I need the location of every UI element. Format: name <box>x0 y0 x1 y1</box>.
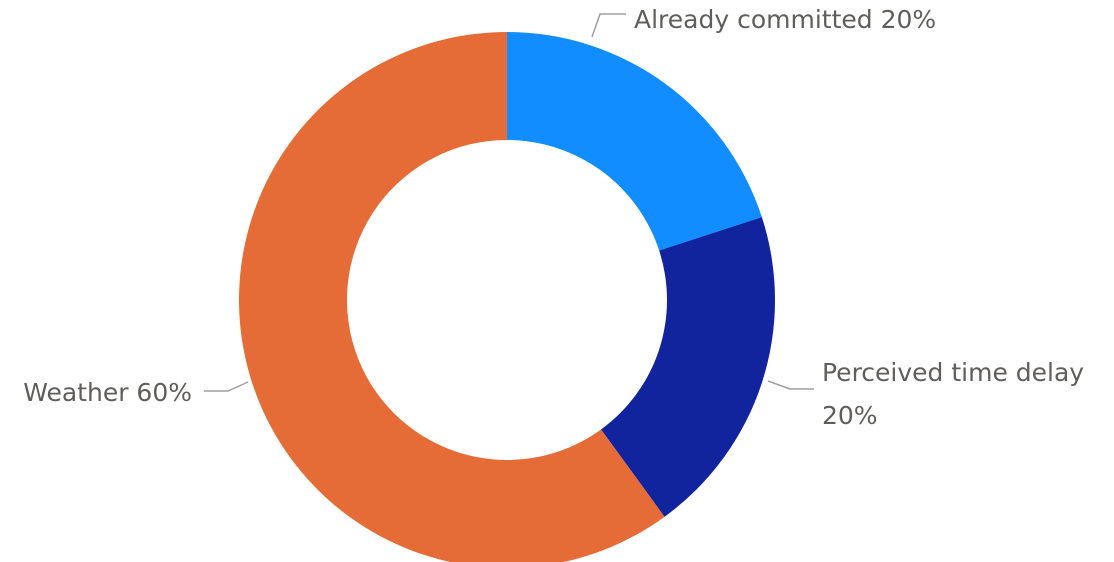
label-perceived-time-delay-line-1: Perceived time delay <box>822 358 1084 387</box>
label-perceived-time-delay-line-2: 20% <box>822 401 878 430</box>
leader-line-already-committed <box>591 13 626 38</box>
donut-slices <box>239 32 775 562</box>
label-weather: Weather 60% <box>23 378 192 407</box>
slice-perceived-time-delay[interactable] <box>601 217 775 517</box>
label-already-committed: Already committed 20% <box>634 5 936 34</box>
leader-line-perceived-time-delay <box>767 380 814 390</box>
leader-lines <box>204 13 814 392</box>
leader-line-weather <box>204 381 249 392</box>
slice-already-committed[interactable] <box>507 32 762 251</box>
slice-labels: Already committed 20% Perceived time dela… <box>23 5 1084 430</box>
slice-weather[interactable] <box>239 32 665 562</box>
